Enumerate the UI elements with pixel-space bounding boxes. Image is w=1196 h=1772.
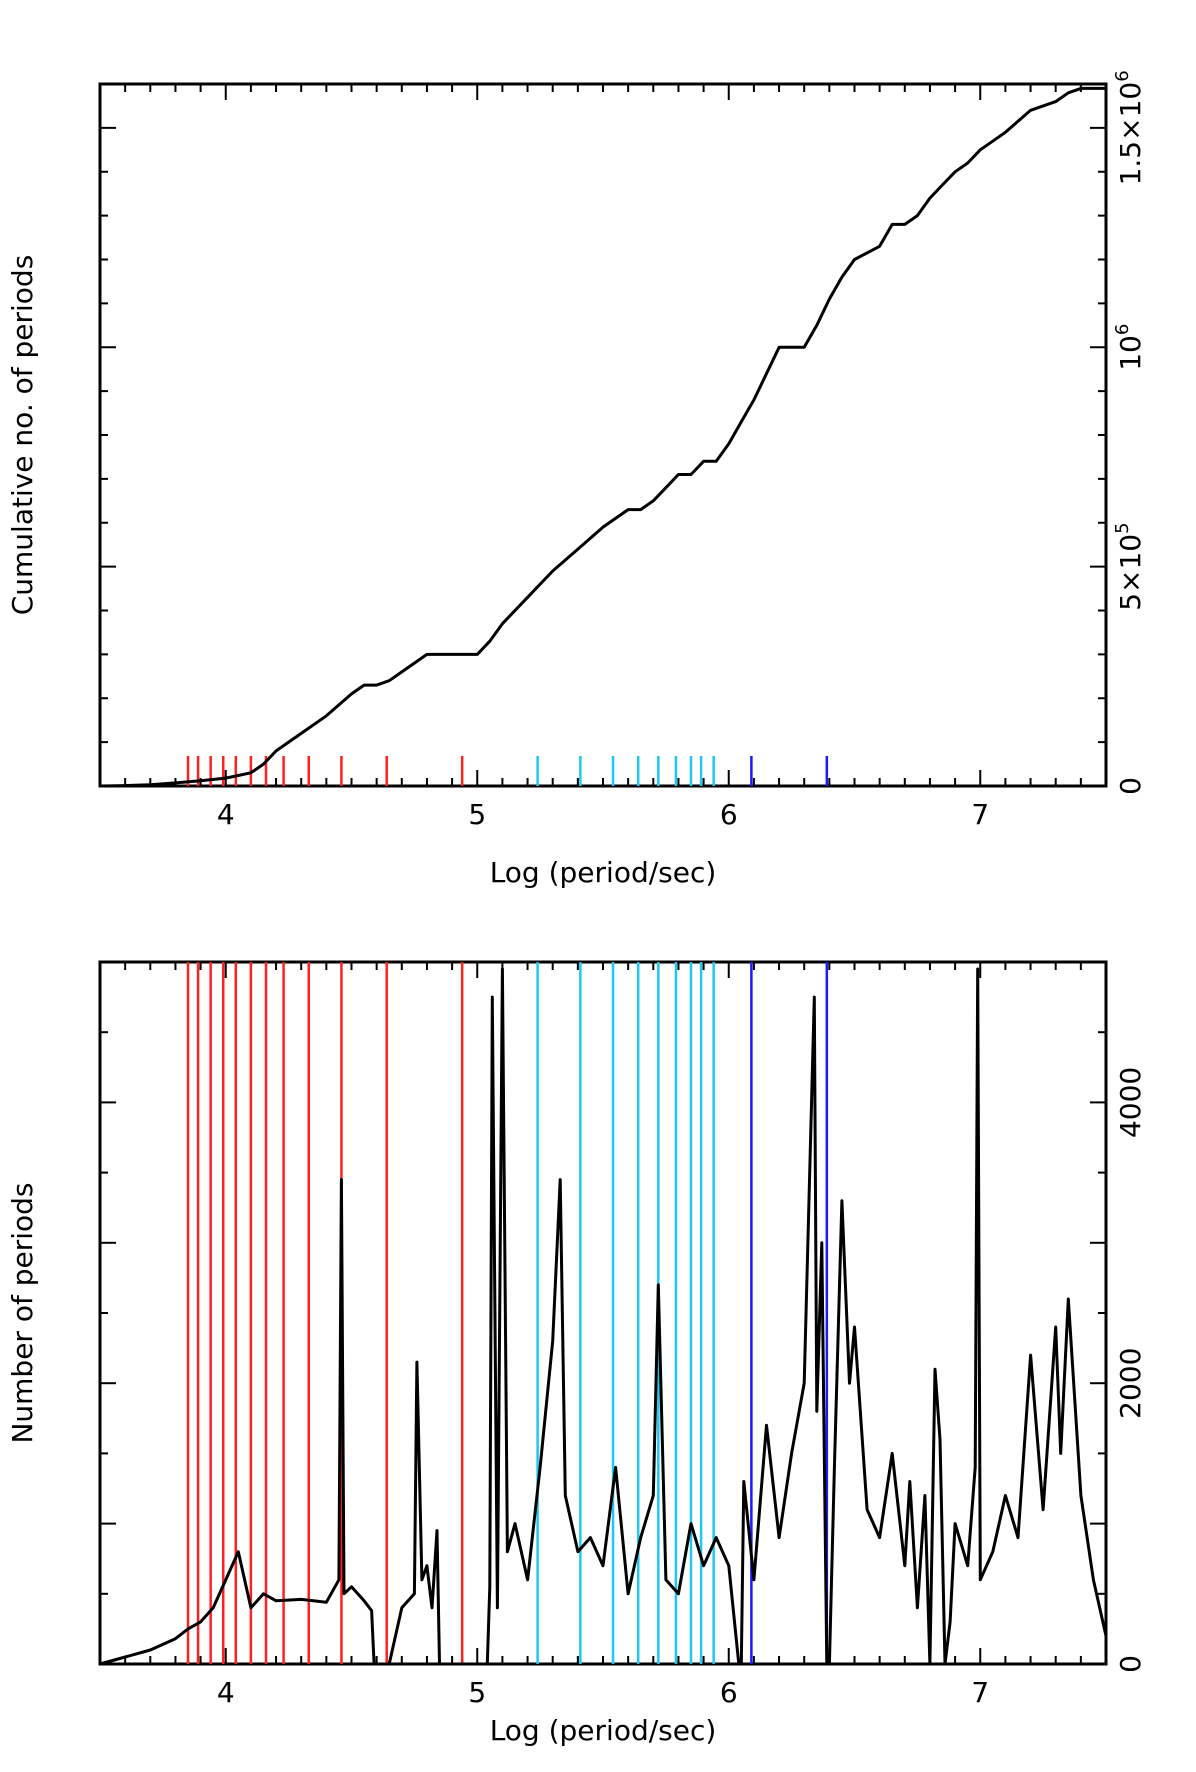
x-tick-label: 5: [468, 1676, 486, 1709]
cumulative-plot-frame: [98, 82, 1108, 788]
y-tick-label: 1.5×106: [1112, 70, 1147, 185]
x-tick-label: 4: [217, 1676, 235, 1709]
histogram-chart: 4 5 6 7 0 2000 4000 Log (period/sec) Number of…: [6, 960, 1147, 1747]
y-tick-label: 2000: [1114, 1348, 1147, 1419]
cumulative-chart: 4 5 6 7 0 5×105 106 1.5×106 Log (period/sec) Cu…: [6, 70, 1147, 889]
cumulative-y-axis-label: Cumulative no. of periods: [6, 255, 39, 616]
y-tick-label: 5×105: [1112, 522, 1147, 610]
data-series-line: [99, 86, 1106, 788]
x-tick-label: 7: [971, 798, 989, 831]
y-tick-label: 0: [1114, 1655, 1147, 1673]
x-tick-label: 6: [720, 1676, 738, 1709]
data-series-line: [99, 967, 1108, 1666]
histogram-y-axis-label: Number of periods: [6, 1182, 39, 1443]
histogram-marks: 4 5 6 7 0 2000 4000: [99, 961, 1147, 1709]
x-tick-label: 4: [217, 798, 235, 831]
x-tick-label: 7: [971, 1676, 989, 1709]
y-tick-label: 4000: [1114, 1067, 1147, 1138]
histogram-x-axis-label: Log (period/sec): [490, 1714, 717, 1747]
y-tick-label: 0: [1114, 777, 1147, 795]
cumulative-x-axis-label: Log (period/sec): [490, 856, 717, 889]
x-tick-label: 6: [720, 798, 738, 831]
cumulative-marks: 4 5 6 7 0 5×105 106 1.5×106: [99, 70, 1147, 831]
y-tick-label: 106: [1112, 324, 1147, 371]
x-tick-label: 5: [468, 798, 486, 831]
